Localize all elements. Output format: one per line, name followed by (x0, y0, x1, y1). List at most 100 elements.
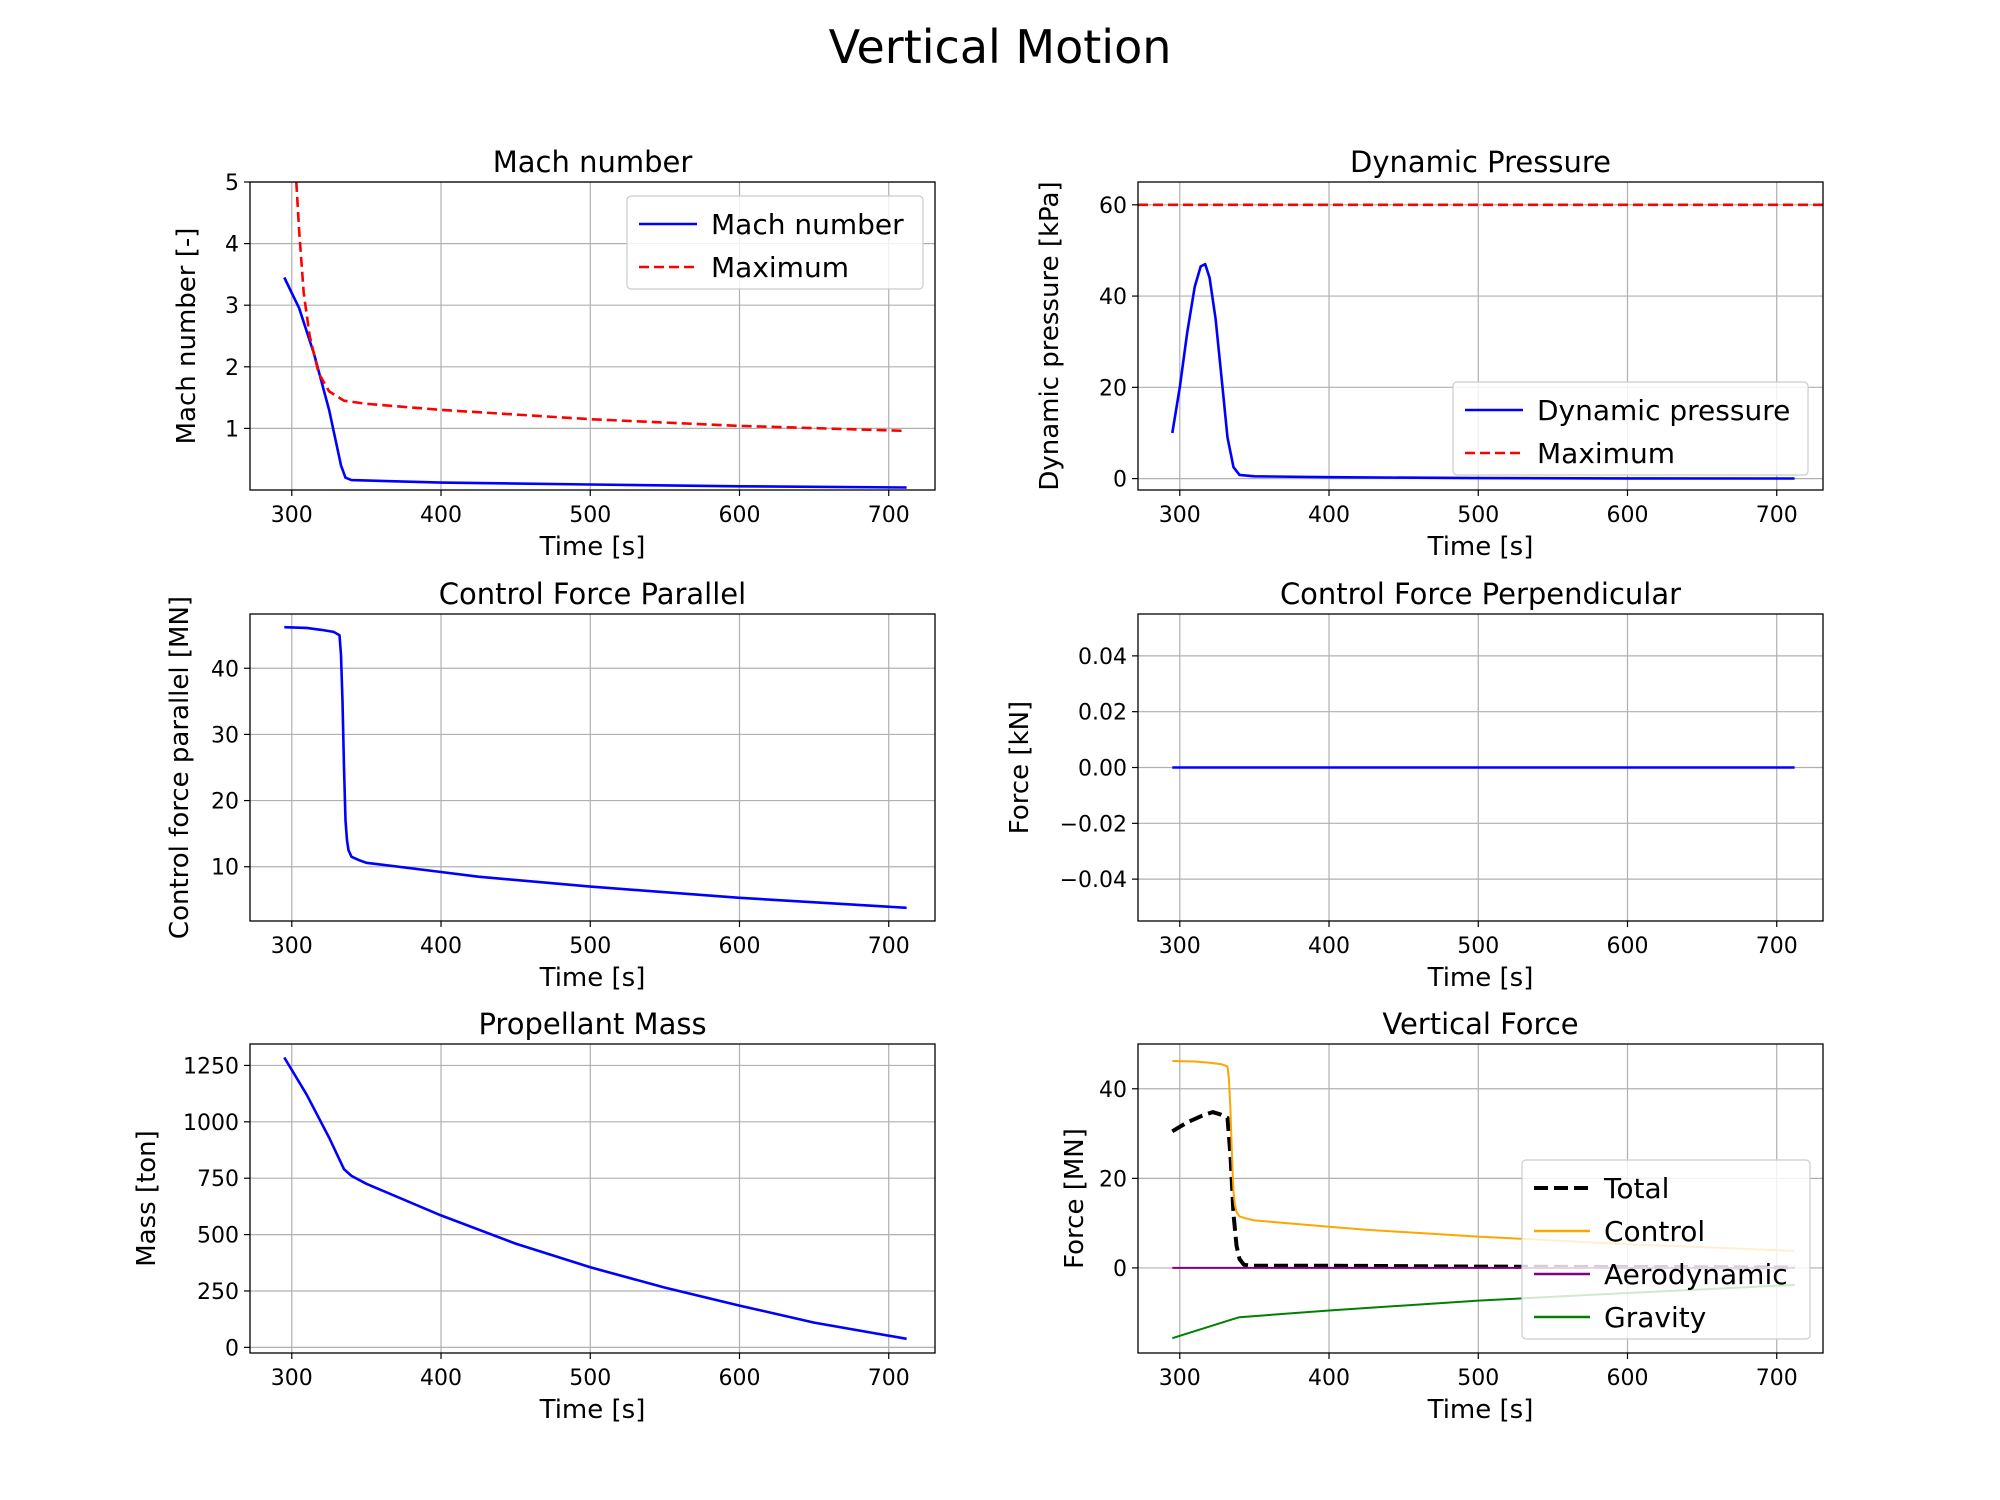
y-tick-label: 20 (211, 790, 239, 815)
y-tick-label: 0 (225, 1336, 239, 1361)
legend-label: Total (1603, 1172, 1669, 1205)
panel-title: Vertical Force (1382, 1007, 1578, 1041)
figure-title: Vertical Motion (829, 20, 1172, 74)
y-tick-label: 500 (197, 1224, 239, 1249)
x-tick-label: 300 (1159, 503, 1201, 528)
panel-1: 300 400 500 600 700 1 2 3 4 5 Mach number Time [s] M… (172, 145, 936, 562)
series-line-2 (1172, 1060, 1795, 1252)
y-tick-label: 40 (1099, 285, 1127, 310)
axes-frame (1137, 181, 1824, 491)
panel-6: 300 400 500 600 700 0 20 40 Vertical Force Time [… (1060, 1007, 1824, 1425)
x-tick-label: 500 (1457, 934, 1499, 959)
y-tick-label: 40 (211, 657, 239, 682)
y-tick-label: 3 (225, 294, 239, 319)
y-axis-label: Mass [ton] (132, 1130, 162, 1267)
series-line-2 (295, 182, 907, 433)
y-tick-label: 2 (225, 356, 239, 381)
y-tick-label: 1 (225, 417, 239, 442)
series-line-1 (284, 625, 907, 910)
panel-title: Control Force Parallel (439, 577, 746, 611)
x-axis-label: Time [s] (539, 532, 646, 562)
y-axis-label: Force [kN] (1005, 701, 1035, 834)
x-tick-label: 600 (718, 1366, 760, 1391)
x-tick-label: 700 (868, 1366, 910, 1391)
x-tick-label: 400 (420, 934, 462, 959)
panel-2: 300 400 500 600 700 0 20 40 60 Dynamic Pressure Ti… (1035, 145, 1824, 562)
panel-3: 300 400 500 600 700 10 20 30 40 Control Force Par… (165, 577, 936, 993)
x-tick-label: 500 (569, 934, 611, 959)
x-tick-label: 500 (1457, 1366, 1499, 1391)
legend-label: Control (1604, 1215, 1705, 1248)
x-tick-label: 500 (1457, 503, 1499, 528)
panel-title: Mach number (493, 145, 693, 179)
x-tick-label: 300 (271, 1366, 313, 1391)
x-tick-label: 700 (1756, 934, 1798, 959)
x-axis-label: Time [s] (539, 1395, 646, 1425)
x-axis-label: Time [s] (1427, 963, 1534, 993)
y-tick-label: 20 (1099, 376, 1127, 401)
x-axis-label: Time [s] (1427, 1395, 1534, 1425)
legend-label: Maximum (1537, 437, 1675, 470)
x-tick-label: 600 (1606, 1366, 1648, 1391)
y-axis-label: Control force parallel [MN] (165, 596, 195, 939)
y-tick-label: 0 (1113, 468, 1127, 493)
x-tick-label: 300 (271, 934, 313, 959)
x-tick-label: 400 (1308, 934, 1350, 959)
y-tick-label: 0.04 (1078, 645, 1127, 670)
y-tick-label: 1250 (183, 1054, 239, 1079)
panel-title: Control Force Perpendicular (1280, 577, 1681, 611)
y-tick-label: 0 (1113, 1257, 1127, 1282)
y-tick-label: 1000 (183, 1111, 239, 1136)
axes-frame (249, 613, 936, 922)
series-line-1 (1171, 262, 1795, 480)
x-tick-label: 400 (420, 503, 462, 528)
y-tick-label: 60 (1099, 194, 1127, 219)
legend: Total Control Aerodynamic Gravity (1521, 1159, 1811, 1340)
x-tick-label: 500 (569, 503, 611, 528)
x-tick-label: 300 (1159, 934, 1201, 959)
y-tick-label: −0.02 (1060, 812, 1127, 837)
legend: Dynamic pressure Maximum (1452, 381, 1809, 476)
axes-frame (249, 1043, 936, 1354)
panel-5: 300 400 500 600 700 0 250 500 750 1000 1250 Propell… (132, 1007, 936, 1425)
legend-frame (626, 195, 924, 290)
x-tick-label: 700 (1756, 1366, 1798, 1391)
x-tick-label: 400 (1308, 503, 1350, 528)
legend-label: Aerodynamic (1604, 1258, 1788, 1291)
x-tick-label: 700 (868, 934, 910, 959)
x-tick-label: 400 (420, 1366, 462, 1391)
y-tick-label: 30 (211, 723, 239, 748)
panel-title: Propellant Mass (478, 1007, 706, 1041)
y-tick-label: 0.02 (1078, 701, 1127, 726)
legend-label: Mach number (711, 208, 904, 241)
x-axis-label: Time [s] (539, 963, 646, 993)
y-axis-label: Force [MN] (1060, 1128, 1090, 1269)
panel-title: Dynamic Pressure (1350, 145, 1611, 179)
series-line-1 (1171, 1110, 1795, 1270)
y-tick-label: 4 (225, 233, 239, 258)
y-tick-label: −0.04 (1060, 868, 1127, 893)
x-tick-label: 600 (718, 503, 760, 528)
x-tick-label: 600 (1606, 934, 1648, 959)
x-tick-label: 300 (1159, 1366, 1201, 1391)
x-tick-label: 500 (569, 1366, 611, 1391)
x-tick-label: 400 (1308, 1366, 1350, 1391)
y-tick-label: 5 (225, 171, 239, 196)
x-tick-label: 300 (271, 503, 313, 528)
y-tick-label: 40 (1099, 1078, 1127, 1103)
y-tick-label: 0.00 (1078, 757, 1127, 782)
x-tick-label: 600 (718, 934, 760, 959)
legend-label: Gravity (1604, 1301, 1706, 1334)
y-tick-label: 250 (197, 1280, 239, 1305)
x-axis-label: Time [s] (1427, 532, 1534, 562)
series-line-1 (283, 276, 907, 489)
legend: Mach number Maximum (626, 195, 924, 290)
x-tick-label: 700 (868, 503, 910, 528)
x-tick-label: 600 (1606, 503, 1648, 528)
y-tick-label: 20 (1099, 1167, 1127, 1192)
panel-4: 300 400 500 600 700 −0.04 −0.02 0.00 0.02 0.04 Con… (1005, 577, 1824, 993)
y-tick-label: 750 (197, 1167, 239, 1192)
axes-frame (1137, 1043, 1824, 1354)
series-line-1 (283, 1056, 907, 1341)
